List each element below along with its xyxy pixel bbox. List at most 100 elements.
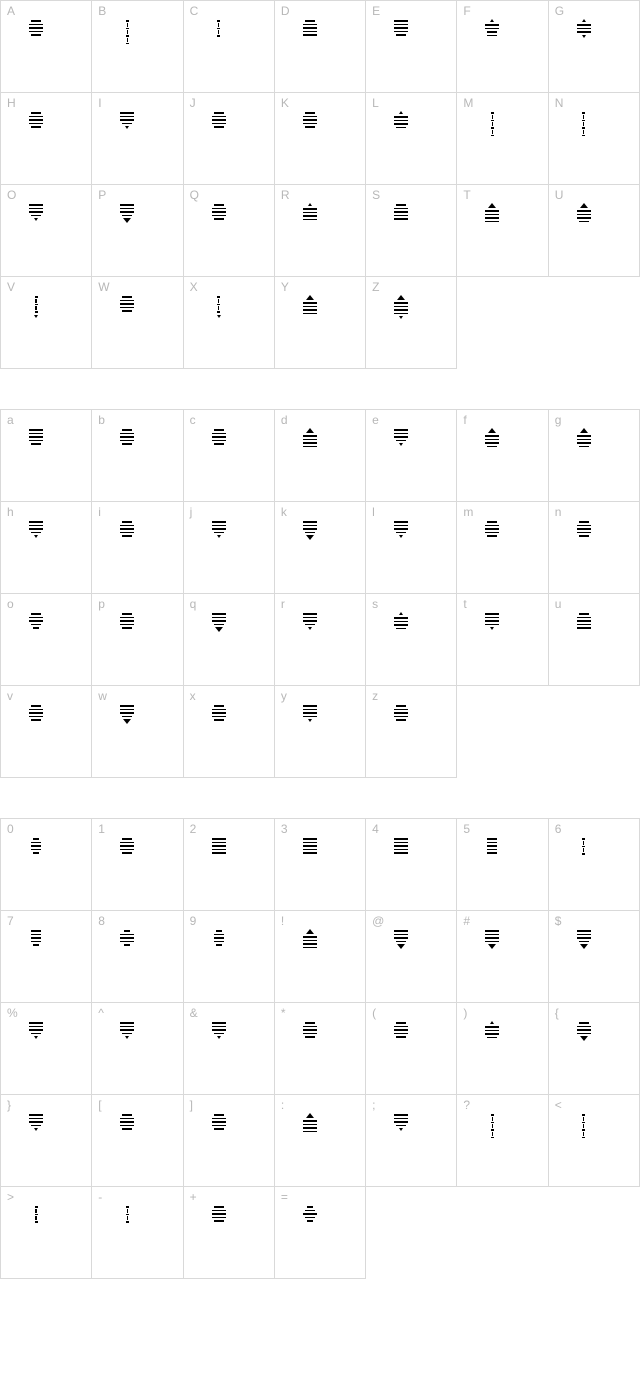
char-cell[interactable]: F xyxy=(457,1,548,93)
char-cell[interactable]: f xyxy=(457,410,548,502)
char-cell[interactable]: e xyxy=(366,410,457,502)
char-cell[interactable]: X xyxy=(184,277,275,369)
char-cell[interactable]: # xyxy=(457,911,548,1003)
char-cell[interactable]: x xyxy=(184,686,275,778)
char-cell[interactable]: 7 xyxy=(1,911,92,1003)
char-cell[interactable]: U xyxy=(549,185,640,277)
char-cell[interactable]: k xyxy=(275,502,366,594)
char-cell[interactable]: C xyxy=(184,1,275,93)
char-cell[interactable]: Y xyxy=(275,277,366,369)
glyph xyxy=(27,19,45,37)
char-cell[interactable]: @ xyxy=(366,911,457,1003)
char-cell[interactable]: y xyxy=(275,686,366,778)
char-cell[interactable]: E xyxy=(366,1,457,93)
char-cell[interactable]: ; xyxy=(366,1095,457,1187)
char-cell[interactable]: r xyxy=(275,594,366,686)
char-cell[interactable]: L xyxy=(366,93,457,185)
char-cell[interactable]: 0 xyxy=(1,819,92,911)
char-cell[interactable]: 4 xyxy=(366,819,457,911)
char-cell[interactable]: < xyxy=(549,1095,640,1187)
char-cell[interactable]: 8 xyxy=(92,911,183,1003)
char-cell[interactable]: : xyxy=(275,1095,366,1187)
char-cell[interactable]: p xyxy=(92,594,183,686)
char-cell[interactable]: j xyxy=(184,502,275,594)
char-cell[interactable]: d xyxy=(275,410,366,502)
char-cell[interactable]: ? xyxy=(457,1095,548,1187)
glyph xyxy=(301,1113,319,1133)
char-cell[interactable]: { xyxy=(549,1003,640,1095)
char-label: m xyxy=(463,505,473,519)
char-label: x xyxy=(190,689,196,703)
char-cell[interactable]: * xyxy=(275,1003,366,1095)
char-cell[interactable]: 5 xyxy=(457,819,548,911)
glyph xyxy=(301,1021,319,1039)
char-cell[interactable]: 6 xyxy=(549,819,640,911)
char-cell[interactable]: ( xyxy=(366,1003,457,1095)
char-cell[interactable]: 9 xyxy=(184,911,275,1003)
char-cell[interactable]: Q xyxy=(184,185,275,277)
char-cell[interactable]: V xyxy=(1,277,92,369)
char-cell[interactable]: P xyxy=(92,185,183,277)
char-cell[interactable]: ^ xyxy=(92,1003,183,1095)
char-cell[interactable]: ) xyxy=(457,1003,548,1095)
char-cell[interactable]: - xyxy=(92,1187,183,1279)
glyph xyxy=(118,612,136,630)
char-cell[interactable]: > xyxy=(1,1187,92,1279)
char-cell[interactable]: s xyxy=(366,594,457,686)
char-label: R xyxy=(281,188,290,202)
char-label: v xyxy=(7,689,13,703)
char-cell[interactable]: R xyxy=(275,185,366,277)
char-cell[interactable]: i xyxy=(92,502,183,594)
char-cell[interactable]: I xyxy=(92,93,183,185)
char-cell[interactable]: z xyxy=(366,686,457,778)
glyph xyxy=(392,1113,410,1131)
glyph xyxy=(118,929,136,947)
char-cell[interactable]: $ xyxy=(549,911,640,1003)
char-cell[interactable]: & xyxy=(184,1003,275,1095)
char-cell[interactable]: [ xyxy=(92,1095,183,1187)
char-cell[interactable]: ] xyxy=(184,1095,275,1187)
char-cell[interactable]: l xyxy=(366,502,457,594)
char-cell[interactable]: Z xyxy=(366,277,457,369)
char-cell[interactable]: W xyxy=(92,277,183,369)
char-cell[interactable]: b xyxy=(92,410,183,502)
char-cell[interactable]: S xyxy=(366,185,457,277)
char-cell[interactable]: n xyxy=(549,502,640,594)
char-cell[interactable]: G xyxy=(549,1,640,93)
char-label: k xyxy=(281,505,287,519)
char-cell[interactable]: A xyxy=(1,1,92,93)
char-cell[interactable]: = xyxy=(275,1187,366,1279)
char-cell[interactable]: ! xyxy=(275,911,366,1003)
char-cell[interactable]: u xyxy=(549,594,640,686)
char-cell[interactable]: t xyxy=(457,594,548,686)
char-cell[interactable]: h xyxy=(1,502,92,594)
char-cell[interactable]: B xyxy=(92,1,183,93)
char-cell[interactable]: q xyxy=(184,594,275,686)
char-cell[interactable]: o xyxy=(1,594,92,686)
char-cell[interactable]: m xyxy=(457,502,548,594)
char-cell[interactable]: c xyxy=(184,410,275,502)
char-cell[interactable]: T xyxy=(457,185,548,277)
glyph xyxy=(575,520,593,538)
char-cell[interactable]: } xyxy=(1,1095,92,1187)
char-cell[interactable]: % xyxy=(1,1003,92,1095)
char-cell[interactable]: 2 xyxy=(184,819,275,911)
glyph xyxy=(27,520,45,538)
char-cell[interactable]: g xyxy=(549,410,640,502)
char-cell[interactable]: K xyxy=(275,93,366,185)
glyph xyxy=(210,704,228,722)
char-cell[interactable]: 3 xyxy=(275,819,366,911)
char-cell[interactable]: M xyxy=(457,93,548,185)
char-cell[interactable]: O xyxy=(1,185,92,277)
char-cell[interactable]: a xyxy=(1,410,92,502)
char-label: t xyxy=(463,597,466,611)
char-cell[interactable]: N xyxy=(549,93,640,185)
char-cell[interactable]: 1 xyxy=(92,819,183,911)
glyph xyxy=(118,295,136,313)
char-cell[interactable]: D xyxy=(275,1,366,93)
char-cell[interactable]: v xyxy=(1,686,92,778)
char-cell[interactable]: H xyxy=(1,93,92,185)
char-cell[interactable]: + xyxy=(184,1187,275,1279)
char-cell[interactable]: J xyxy=(184,93,275,185)
char-cell[interactable]: w xyxy=(92,686,183,778)
